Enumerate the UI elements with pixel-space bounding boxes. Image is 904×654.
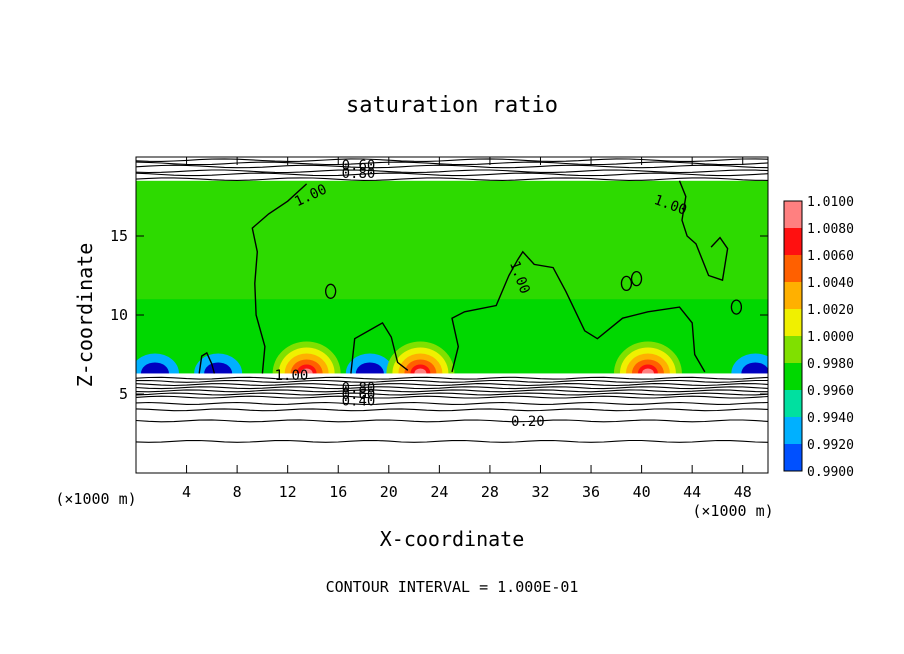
contour-line (198, 351, 216, 374)
chart-title: saturation ratio (346, 93, 558, 118)
y-tick-label: 15 (110, 227, 128, 245)
contour-label: 0.60 (342, 158, 376, 174)
colorbar-label: 1.0060 (807, 249, 854, 264)
x-tick-label: 32 (531, 483, 549, 501)
contour-line (136, 169, 768, 174)
x-tick-label: 20 (380, 483, 398, 501)
y-axis: 5 10 15 (110, 227, 768, 403)
x-tick-label: 44 (683, 483, 701, 501)
contour-closed (630, 271, 643, 287)
colorbar-swatch (784, 390, 802, 417)
x-tick-label: 16 (329, 483, 347, 501)
contour-line (136, 161, 768, 166)
y-axis-label: Z-coordinate (73, 243, 97, 388)
contour-label: 0.40 (342, 393, 376, 409)
x-tick-label: 8 (233, 483, 242, 501)
contour-closed (620, 275, 633, 292)
contour-closed (730, 299, 743, 315)
contour-line (350, 321, 409, 374)
y-tick-label: 10 (110, 306, 128, 324)
colorbar-swatch (784, 309, 802, 336)
colorbar-swatch (784, 336, 802, 363)
x-unit-left: (×1000 m) (55, 490, 136, 508)
colorbar-swatch (784, 444, 802, 471)
contour-line (136, 172, 768, 177)
contour-interval-note: CONTOUR INTERVAL = 1.000E-01 (326, 578, 579, 596)
y-tick-label: 5 (119, 385, 128, 403)
colorbar-label: 0.9940 (807, 411, 854, 426)
colorbar-label: 0.9920 (807, 438, 854, 453)
contour-label: 0.80 (342, 381, 376, 397)
colorbar-swatch (784, 228, 802, 255)
contour-label: 1.00 (275, 368, 309, 384)
colorbar-label: 0.9960 (807, 384, 854, 399)
x-unit-right: (×1000 m) (692, 502, 773, 520)
x-tick-label: 28 (481, 483, 499, 501)
contour-label: 0.60 (342, 387, 376, 403)
field-upper-band (136, 180, 768, 300)
x-axis: 4 8 12 16 20 24 28 32 36 40 44 48 (182, 157, 752, 501)
contour-line (136, 164, 768, 169)
contour-line (136, 389, 768, 393)
colorbar-label: 1.0000 (807, 330, 854, 345)
colorbar-label: 1.0040 (807, 276, 854, 291)
colorbar-label: 1.0080 (807, 222, 854, 237)
contour-line (251, 183, 308, 374)
colorbar-swatch (784, 282, 802, 309)
contour-line (136, 392, 768, 396)
x-tick-label: 40 (633, 483, 651, 501)
contour-closed (325, 283, 337, 299)
contour-line (136, 383, 768, 387)
contour-line (136, 419, 768, 423)
field-base (136, 180, 768, 374)
contour-line (136, 408, 768, 412)
contour-line (136, 439, 768, 443)
colorbar-swatch (784, 363, 802, 390)
contour-lines (136, 158, 768, 443)
contour-line (136, 376, 768, 380)
x-tick-label: 36 (582, 483, 600, 501)
contour-label: 0.20 (511, 414, 545, 430)
colorbar-label: 1.0100 (807, 195, 854, 210)
contour-line (136, 386, 768, 390)
x-tick-label: 4 (182, 483, 191, 501)
contour-line (136, 395, 768, 399)
colorbar-swatch (784, 255, 802, 282)
contour-line (678, 180, 729, 282)
contour-label: 0.80 (342, 166, 376, 182)
colorbar-swatch (784, 417, 802, 444)
colorbar-label: 0.9900 (807, 465, 854, 480)
contour-line (136, 379, 768, 383)
contour-line (136, 401, 768, 405)
contour-line (136, 177, 768, 181)
x-tick-label: 24 (430, 483, 448, 501)
contour-line (136, 158, 768, 162)
contour-line (451, 250, 706, 373)
x-tick-label: 48 (734, 483, 752, 501)
colorbar-frame (783, 200, 803, 472)
x-axis-label: X-coordinate (380, 527, 525, 551)
colorbar-label: 0.9980 (807, 357, 854, 372)
colorbar: 1.0100 1.0080 1.0060 1.0040 1.0020 1.0000 0.99… (783, 195, 854, 480)
colorbar-label: 1.0020 (807, 303, 854, 318)
x-tick-label: 12 (279, 483, 297, 501)
colorbar-swatch (784, 201, 802, 228)
